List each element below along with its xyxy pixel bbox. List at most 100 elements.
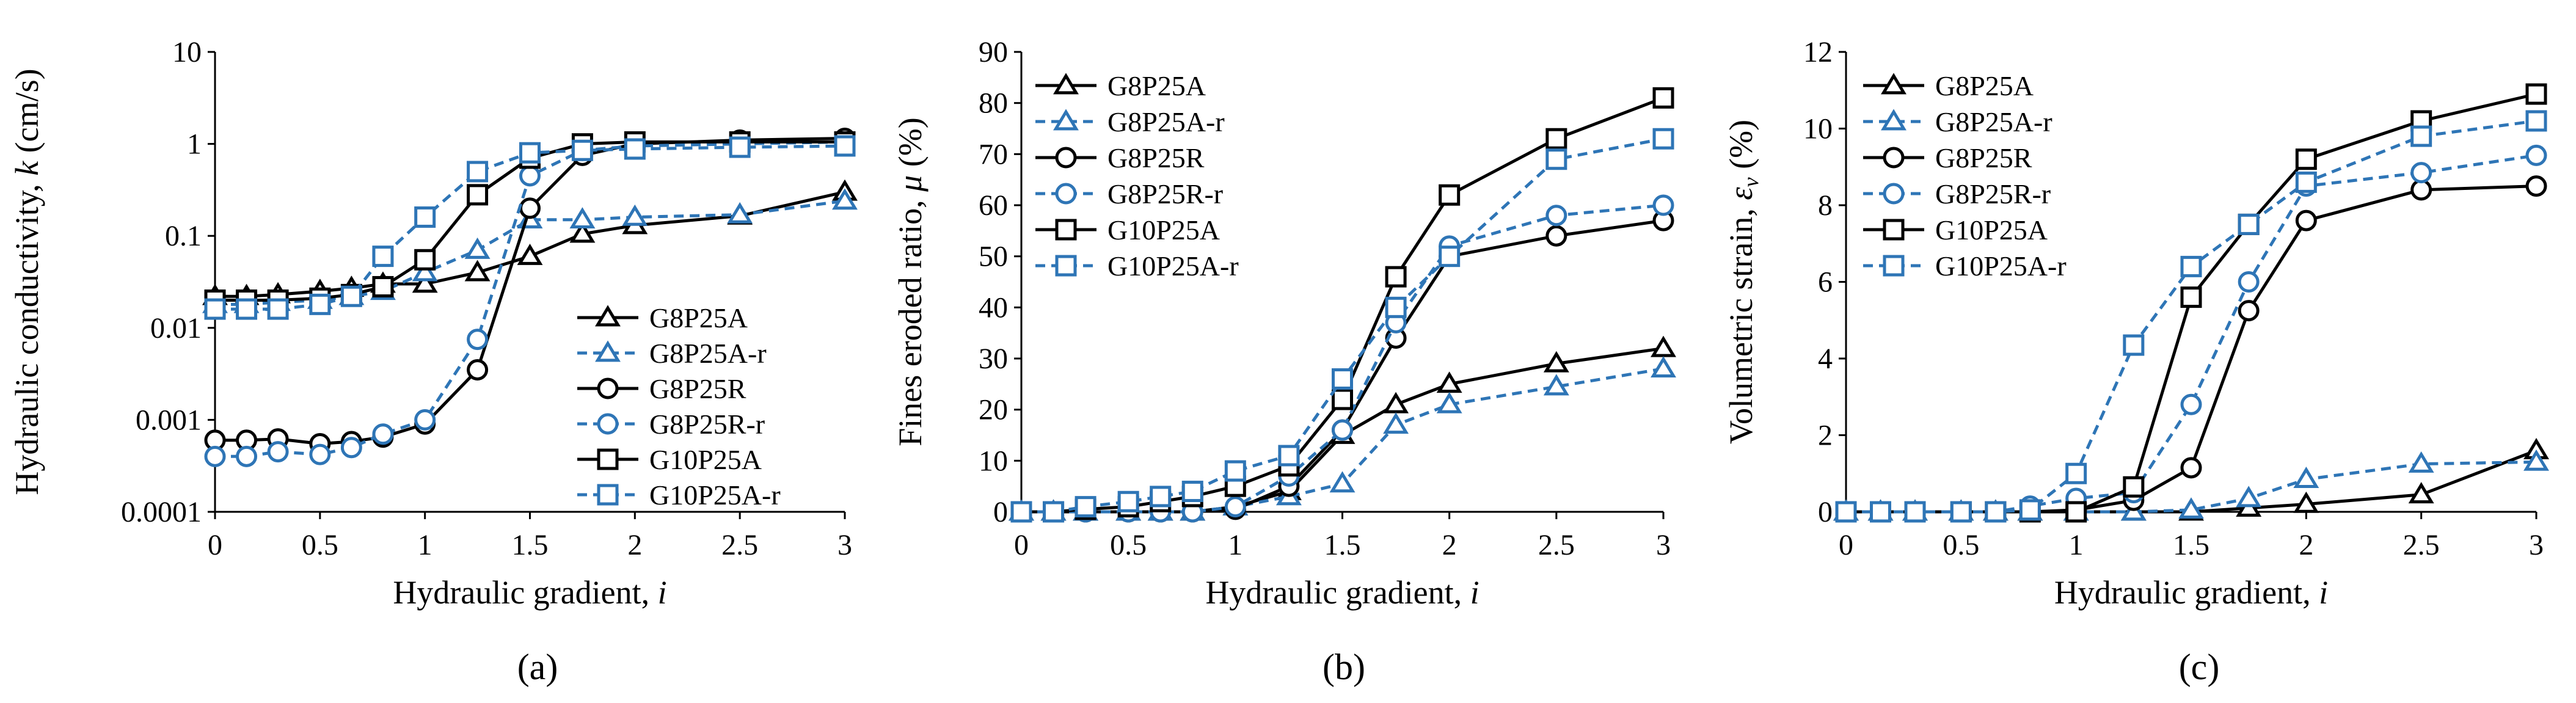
data-point-square (1439, 184, 1461, 206)
data-point-square (1950, 501, 1972, 523)
legend-label: G8P25A (1935, 70, 2034, 101)
legend-marker (597, 448, 619, 470)
data-point-triangle (2408, 482, 2434, 504)
y-tick-label: 0 (1818, 496, 1833, 528)
data-point-square (372, 246, 394, 268)
data-point-triangle (2178, 497, 2204, 519)
data-point-circle (236, 445, 258, 467)
data-point-circle (2238, 271, 2260, 293)
x-tick-label: 1 (418, 529, 432, 561)
legend-label: G10P25A (1107, 214, 1220, 246)
legend-marker (1053, 73, 1079, 95)
x-tick-label: 3 (837, 529, 852, 561)
y-tick-label: 30 (979, 343, 1008, 375)
data-point-square (1278, 445, 1300, 467)
y-axis-label: Volumetric strain, εv (%) (1723, 120, 1763, 444)
data-point-square (267, 298, 289, 320)
data-point-triangle (727, 202, 753, 224)
legend-marker (597, 413, 619, 435)
legend-marker (1055, 147, 1077, 169)
series-g10p25a-r (1835, 110, 2547, 523)
x-tick-label: 0 (1014, 529, 1029, 561)
y-tick-label: 0.01 (150, 312, 202, 344)
data-point-circle (1545, 225, 1567, 247)
panel-caption: (b) (1323, 647, 1365, 687)
data-point-circle (372, 423, 394, 445)
data-point-square (2065, 462, 2087, 484)
data-point-square (1043, 501, 1065, 523)
legend-label: G10P25A (1935, 214, 2048, 246)
data-point-triangle (2408, 451, 2434, 473)
data-point-square (1385, 266, 1407, 288)
data-point-square (2180, 255, 2202, 277)
y-tick-label: 10 (172, 36, 202, 68)
data-point-square (236, 298, 258, 320)
legend: G8P25A G8P25A-r G8P25R G8P25R-r G10P25A G10P2… (1863, 70, 2067, 282)
data-point-triangle (569, 221, 596, 243)
series-g10p25a-r (204, 135, 856, 320)
x-tick-label: 2.5 (1538, 529, 1575, 561)
data-point-triangle (1543, 374, 1569, 396)
x-axis-label: Hydraulic gradient, i (2054, 574, 2328, 611)
legend-label: G10P25A (649, 444, 762, 475)
y-tick-label: 10 (979, 445, 1008, 477)
legend-marker (597, 484, 619, 506)
x-tick-label: 2.5 (2403, 529, 2440, 561)
legend-marker (1883, 147, 1905, 169)
x-tick-label: 1 (1228, 529, 1242, 561)
data-point-triangle (2236, 486, 2262, 508)
data-point-circle (2525, 175, 2547, 197)
legend-label: G8P25A-r (649, 338, 767, 369)
y-axis-label: Fines eroded ratio, μ (%) (892, 117, 929, 446)
data-point-square (467, 161, 489, 183)
data-point-square (1332, 388, 1353, 410)
y-tick-label: 50 (979, 241, 1008, 273)
data-point-circle (2295, 209, 2317, 231)
y-tick-label: 10 (1803, 113, 1833, 145)
legend-label: G10P25A-r (1935, 250, 2067, 282)
data-point-square (1439, 246, 1461, 268)
y-tick-label: 90 (979, 36, 1008, 68)
data-point-circle (1332, 419, 1353, 441)
x-tick-label: 3 (1656, 529, 1671, 561)
data-point-triangle (1383, 412, 1409, 434)
data-point-square (1652, 87, 1674, 109)
data-point-square (1224, 460, 1246, 482)
data-point-circle (2238, 300, 2260, 322)
data-point-square (2525, 83, 2547, 105)
data-point-triangle (1651, 335, 1676, 357)
legend-label: G8P25R-r (1935, 178, 2051, 209)
y-tick-label: 60 (979, 189, 1008, 222)
data-point-triangle (1436, 392, 1462, 413)
data-point-circle (309, 443, 331, 465)
legend-label: G8P25R (1107, 142, 1205, 173)
data-point-square (1181, 481, 1203, 503)
legend-label: G10P25A-r (649, 479, 781, 511)
data-point-triangle (464, 237, 491, 259)
data-point-circle (2410, 179, 2432, 201)
data-point-square (519, 142, 541, 164)
y-tick-label: 0 (993, 496, 1008, 528)
data-point-square (2410, 125, 2432, 147)
legend-label: G8P25R-r (1107, 178, 1223, 209)
x-tick-label: 1 (2069, 529, 2084, 561)
data-point-square (414, 206, 436, 228)
data-point-triangle (412, 260, 438, 282)
data-point-triangle (517, 244, 543, 265)
data-point-circle (2180, 457, 2202, 479)
data-point-circle (2410, 162, 2432, 184)
legend-marker (1053, 109, 1079, 131)
data-point-square (729, 136, 751, 158)
data-point-triangle (832, 188, 858, 210)
x-tick-label: 0.5 (1110, 529, 1147, 561)
legend: G8P25A G8P25A-r G8P25R G8P25R-r G10P25A G10P2… (577, 302, 781, 511)
data-point-square (2065, 501, 2087, 523)
data-point-circle (340, 437, 362, 459)
y-tick-label: 20 (979, 394, 1008, 426)
data-point-square (2123, 476, 2145, 498)
legend-label: G8P25A (1107, 70, 1206, 101)
chart-panel-a: 0.0001 0.001 0.01 0.1 1 10 0 0.5 1 1.5 2 2.5 3 Hydrau… (9, 36, 858, 687)
x-tick-label: 2.5 (721, 529, 758, 561)
data-point-triangle (464, 260, 491, 282)
